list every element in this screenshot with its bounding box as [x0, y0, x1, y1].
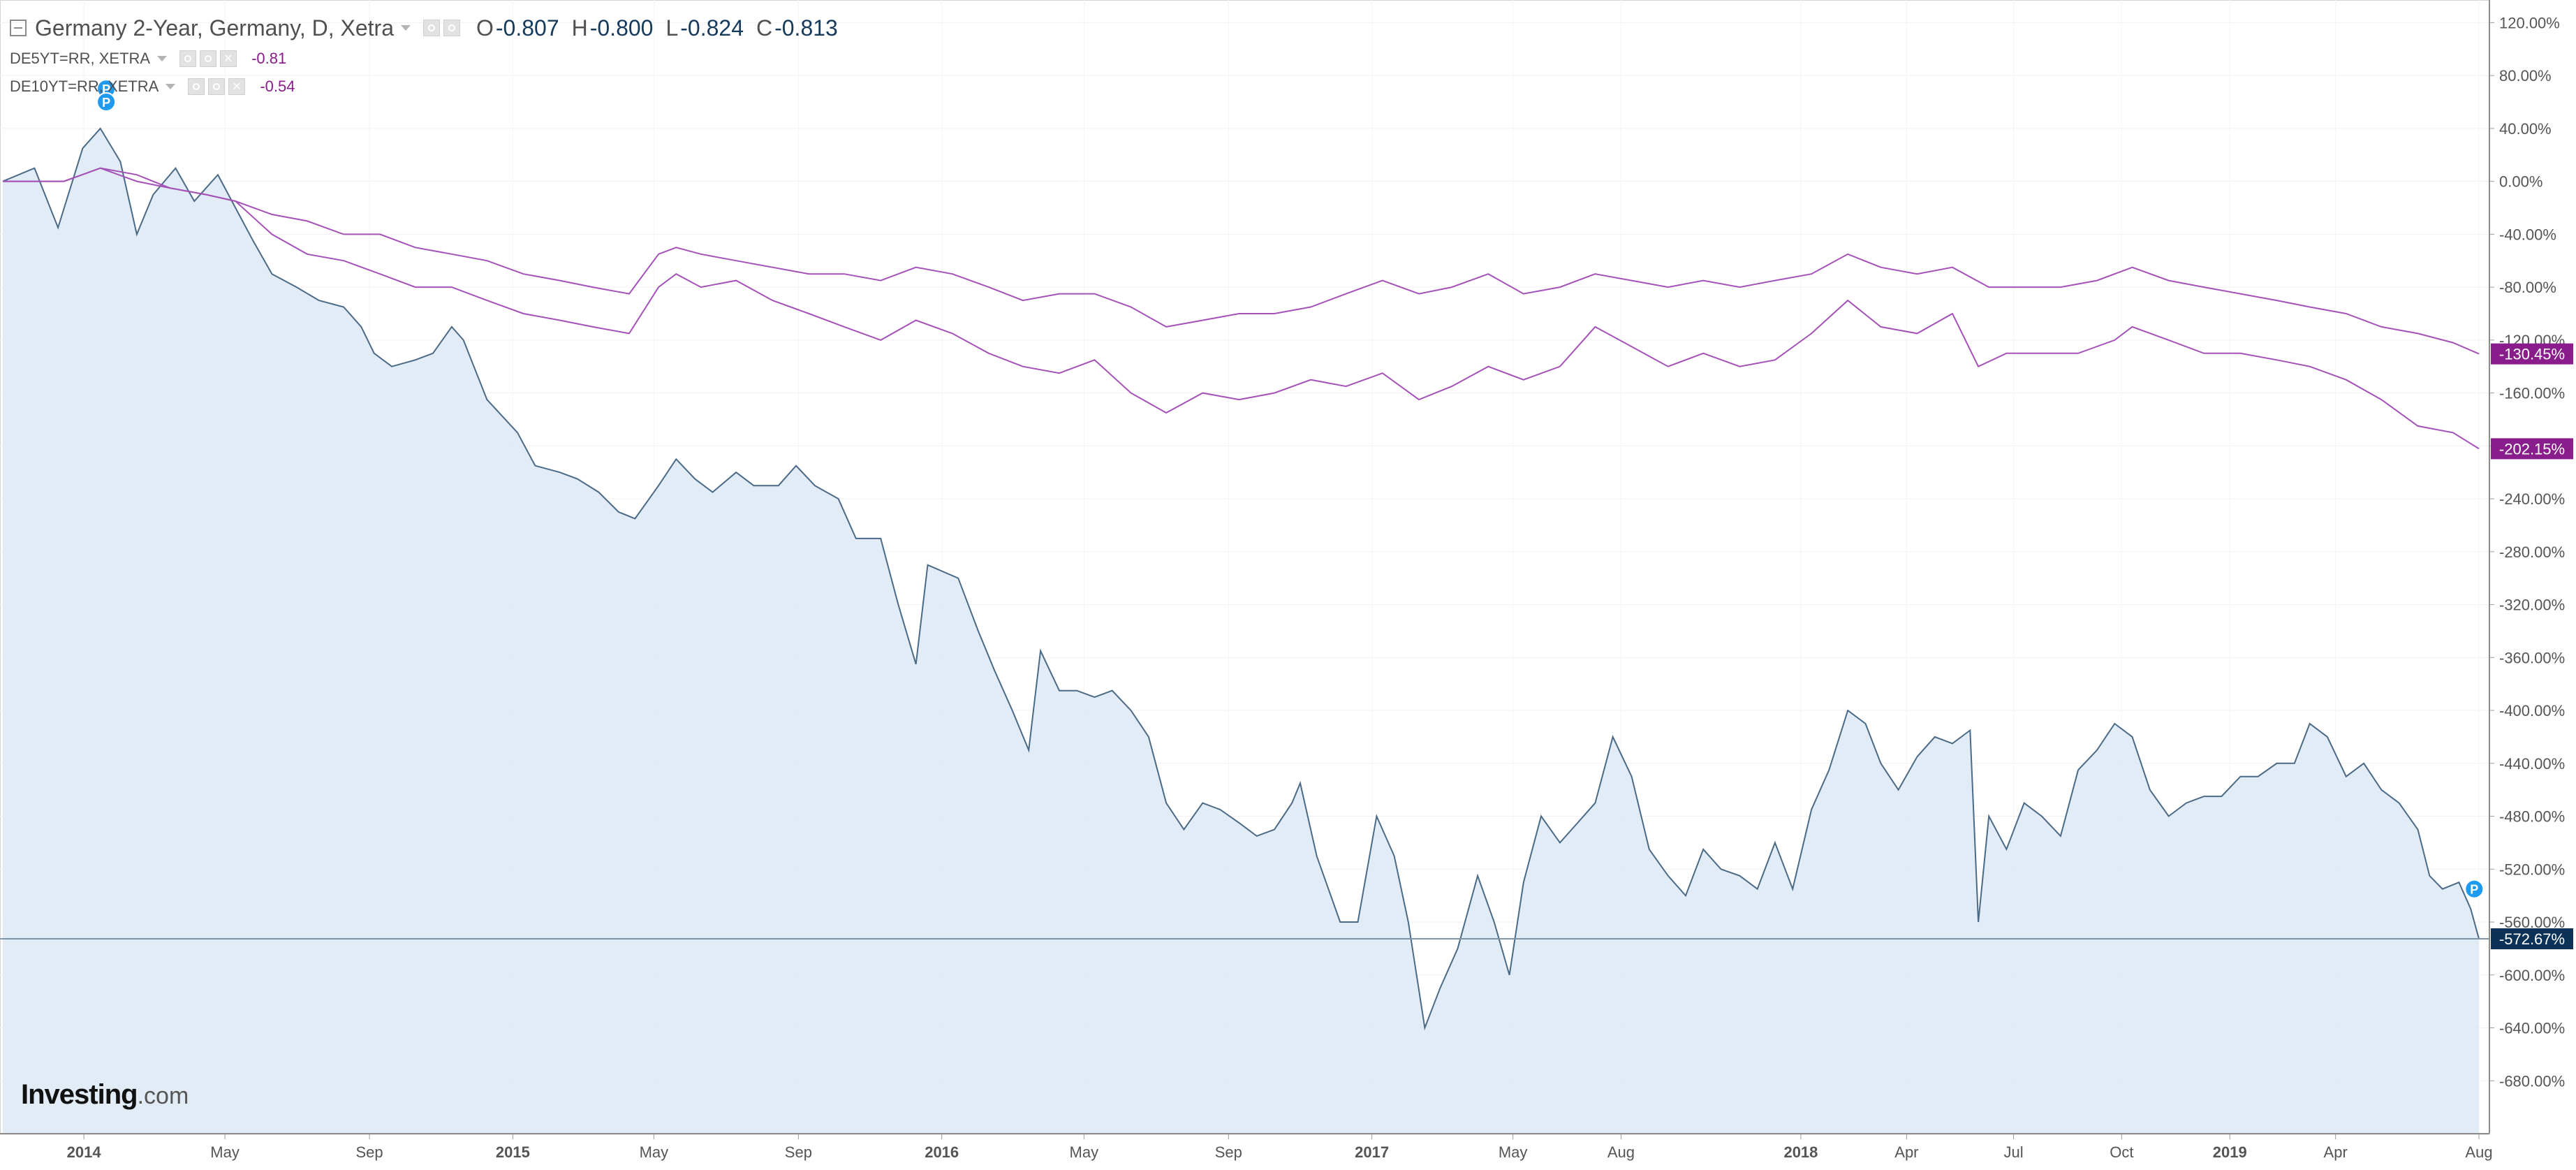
x-tick-label: Sep: [1215, 1143, 1242, 1161]
x-tick-label: Sep: [785, 1143, 812, 1161]
ohlc-low-key: L: [665, 15, 678, 41]
main-series-title: Germany 2-Year, Germany, D, Xetra: [35, 15, 394, 41]
ohlc-high-key: H: [572, 15, 588, 41]
x-tick-label: Sep: [356, 1143, 383, 1161]
y-tick-label: -640.00%: [2499, 1020, 2565, 1037]
x-tick-label: Apr: [2324, 1143, 2348, 1161]
overlay-label-de5y: DE5YT=RR, XETRA: [10, 50, 150, 68]
x-tick-label: 2015: [496, 1143, 530, 1161]
ohlc-high-value: -0.800: [590, 15, 654, 41]
x-tick-label: May: [210, 1143, 240, 1161]
y-tick-label: -40.00%: [2499, 226, 2556, 243]
series-line-de10y: [3, 168, 2479, 354]
visibility-icon[interactable]: [423, 20, 440, 36]
settings-icon[interactable]: [200, 50, 216, 67]
remove-overlay-icon[interactable]: [220, 50, 237, 67]
chart-legend: Germany 2-Year, Germany, D, Xetra O -0.8…: [10, 11, 838, 101]
ohlc-open-key: O: [476, 15, 494, 41]
x-tick-label: May: [1499, 1143, 1528, 1161]
event-marker-label: P: [2470, 883, 2478, 897]
series-area-de2y: [3, 129, 2479, 1134]
y-tick-label: -280.00%: [2499, 543, 2565, 561]
last-value-label-de10y: -130.45%: [2499, 346, 2565, 363]
y-tick-label: -600.00%: [2499, 967, 2565, 984]
remove-overlay-icon[interactable]: [228, 78, 245, 95]
overlay-label-de10y: DE10YT=RR, XETRA: [10, 78, 159, 96]
x-tick-label: Aug: [1607, 1143, 1635, 1161]
x-tick-label: Aug: [2465, 1143, 2492, 1161]
y-tick-label: -80.00%: [2499, 279, 2556, 296]
last-value-label-de5y: -202.15%: [2499, 440, 2565, 458]
y-tick-label: -240.00%: [2499, 490, 2565, 508]
series-layer: [0, 129, 2489, 1134]
ohlc-open-value: -0.807: [496, 15, 559, 41]
x-tick-label: Oct: [2110, 1143, 2133, 1161]
x-tick-label: 2017: [1355, 1143, 1389, 1161]
y-tick-label: -480.00%: [2499, 808, 2565, 826]
y-tick-label: 40.00%: [2499, 120, 2552, 138]
y-tick-label: -160.00%: [2499, 385, 2565, 402]
ohlc-close-key: C: [756, 15, 772, 41]
x-tick-label: Apr: [1894, 1143, 1918, 1161]
x-tick-label: Jul: [2003, 1143, 2023, 1161]
investing-logo: Investing.com: [21, 1079, 189, 1111]
overlay-value-de10y: -0.54: [260, 78, 295, 96]
ohlc-close-value: -0.813: [774, 15, 838, 41]
y-tick-label: 0.00%: [2499, 173, 2542, 191]
y-tick-label: -400.00%: [2499, 702, 2565, 719]
x-tick-label: 2018: [1783, 1143, 1818, 1161]
visibility-icon[interactable]: [188, 78, 205, 95]
x-tick-label: 2016: [925, 1143, 959, 1161]
logo-suffix: .com: [138, 1083, 189, 1109]
visibility-icon[interactable]: [179, 50, 196, 67]
x-tick-label: 2019: [2213, 1143, 2247, 1161]
ohlc-low-value: -0.824: [680, 15, 744, 41]
y-tick-label: -320.00%: [2499, 597, 2565, 614]
settings-icon[interactable]: [208, 78, 225, 95]
x-tick-label: 2014: [67, 1143, 102, 1161]
y-tick-label: 80.00%: [2499, 67, 2552, 85]
y-tick-label: 120.00%: [2499, 14, 2560, 31]
overlay-value-de5y: -0.81: [251, 50, 286, 68]
settings-icon[interactable]: [443, 20, 460, 36]
y-tick-label: -680.00%: [2499, 1072, 2565, 1090]
main-series-header: Germany 2-Year, Germany, D, Xetra O -0.8…: [10, 11, 838, 45]
y-tick-label: -520.00%: [2499, 861, 2565, 878]
x-tick-label: May: [1070, 1143, 1099, 1161]
chevron-down-icon[interactable]: [165, 84, 175, 89]
x-tick-label: May: [640, 1143, 669, 1161]
chevron-down-icon[interactable]: [157, 56, 167, 61]
logo-name: Investing: [21, 1079, 138, 1110]
y-tick-label: -360.00%: [2499, 649, 2565, 666]
chevron-down-icon[interactable]: [401, 25, 411, 31]
last-value-label-de2y: -572.67%: [2499, 930, 2565, 948]
collapse-legend-icon[interactable]: [10, 20, 27, 36]
overlay-row-de10y: DE10YT=RR, XETRA -0.54: [10, 73, 838, 101]
y-tick-label: -440.00%: [2499, 755, 2565, 773]
overlay-row-de5y: DE5YT=RR, XETRA -0.81: [10, 45, 838, 73]
